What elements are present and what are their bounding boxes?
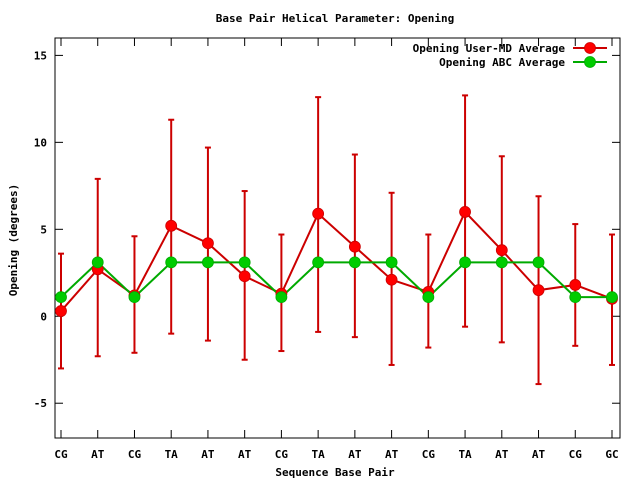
x-tick-label: TA bbox=[458, 448, 472, 461]
data-point-series-1 bbox=[55, 291, 67, 304]
data-point-series-1 bbox=[606, 291, 618, 304]
data-point-series-0 bbox=[312, 207, 325, 220]
data-point-series-0 bbox=[202, 237, 214, 250]
legend-swatch-marker-1 bbox=[584, 56, 596, 68]
data-point-series-1 bbox=[532, 256, 545, 269]
y-tick-label: 0 bbox=[40, 310, 47, 323]
data-point-series-1 bbox=[459, 256, 471, 269]
x-tick-label: AT bbox=[495, 448, 509, 461]
x-tick-label: CG bbox=[275, 448, 289, 461]
y-axis: -5 0 5 10 15 bbox=[34, 49, 620, 410]
series-line-0 bbox=[60, 210, 613, 312]
data-point-series-1 bbox=[348, 256, 361, 269]
data-point-series-0 bbox=[569, 279, 582, 291]
x-tick-label: CG bbox=[54, 448, 68, 461]
x-tick-label: AT bbox=[238, 448, 252, 461]
data-point-series-1 bbox=[569, 291, 582, 304]
y-axis-label: Opening (degrees) bbox=[7, 184, 20, 297]
data-point-series-0 bbox=[348, 240, 361, 253]
data-point-series-0 bbox=[165, 219, 178, 232]
data-point-series-0 bbox=[55, 305, 67, 317]
data-point-series-1 bbox=[275, 291, 288, 304]
data-point-series-0 bbox=[238, 270, 251, 283]
x-tick-label: AT bbox=[532, 448, 546, 461]
series-line-1 bbox=[60, 260, 612, 299]
data-point-series-1 bbox=[495, 256, 508, 269]
data-point-series-1 bbox=[202, 256, 214, 269]
x-axis-label: Sequence Base Pair bbox=[275, 466, 395, 479]
data-point-series-1 bbox=[385, 256, 398, 269]
data-point-series-0 bbox=[532, 284, 545, 297]
data-point-series-1 bbox=[422, 291, 435, 304]
x-tick-label: CG bbox=[569, 448, 583, 461]
legend-label-user-md: Opening User-MD Average bbox=[413, 42, 566, 55]
x-tick-label: CG bbox=[422, 448, 436, 461]
x-tick-label: AT bbox=[385, 448, 399, 461]
data-point-series-1 bbox=[128, 291, 141, 304]
data-point-series-0 bbox=[459, 206, 471, 218]
legend-label-abc: Opening ABC Average bbox=[439, 56, 565, 69]
x-tick-label: AT bbox=[201, 448, 215, 461]
x-tick-label: AT bbox=[91, 448, 105, 461]
x-tick-label: TA bbox=[165, 448, 179, 461]
x-tick-label: GC bbox=[605, 448, 618, 461]
data-point-series-1 bbox=[238, 256, 251, 269]
error-bars bbox=[58, 94, 615, 386]
legend-swatch-marker-0 bbox=[584, 42, 596, 54]
x-tick-label: CG bbox=[128, 448, 142, 461]
chart-title: Base Pair Helical Parameter: Opening bbox=[216, 12, 454, 25]
data-point-series-0 bbox=[385, 273, 398, 286]
y-tick-label: 10 bbox=[34, 136, 47, 149]
data-point-series-1 bbox=[165, 256, 178, 269]
data-point-series-0 bbox=[495, 244, 508, 257]
series-layer bbox=[55, 206, 618, 317]
legend: Opening User-MD Average Opening ABC Aver… bbox=[413, 42, 607, 69]
plot-frame bbox=[54, 37, 621, 439]
data-point-series-1 bbox=[91, 256, 104, 269]
x-tick-label: AT bbox=[348, 448, 362, 461]
x-tick-label: TA bbox=[312, 448, 326, 461]
y-tick-label: -5 bbox=[34, 397, 47, 410]
y-tick-label: 15 bbox=[34, 49, 47, 62]
data-point-series-1 bbox=[312, 256, 325, 269]
x-axis: CG AT CG TA AT AT CG TA AT AT CG TA AT AT CG GC bbox=[54, 38, 619, 461]
y-tick-label: 5 bbox=[40, 223, 47, 236]
